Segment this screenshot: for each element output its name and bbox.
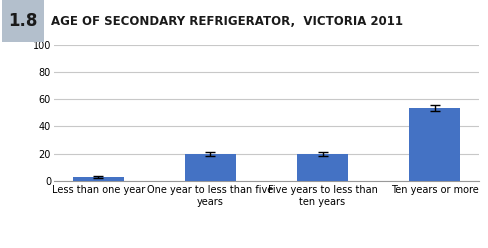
Text: 1.8: 1.8 (8, 12, 38, 30)
Bar (73, 177, 123, 181)
Bar (297, 154, 347, 181)
Text: %: % (7, 24, 17, 34)
Bar (408, 108, 459, 181)
Bar (185, 155, 235, 181)
Text: AGE OF SECONDARY REFRIGERATOR,  VICTORIA 2011: AGE OF SECONDARY REFRIGERATOR, VICTORIA … (51, 15, 403, 28)
